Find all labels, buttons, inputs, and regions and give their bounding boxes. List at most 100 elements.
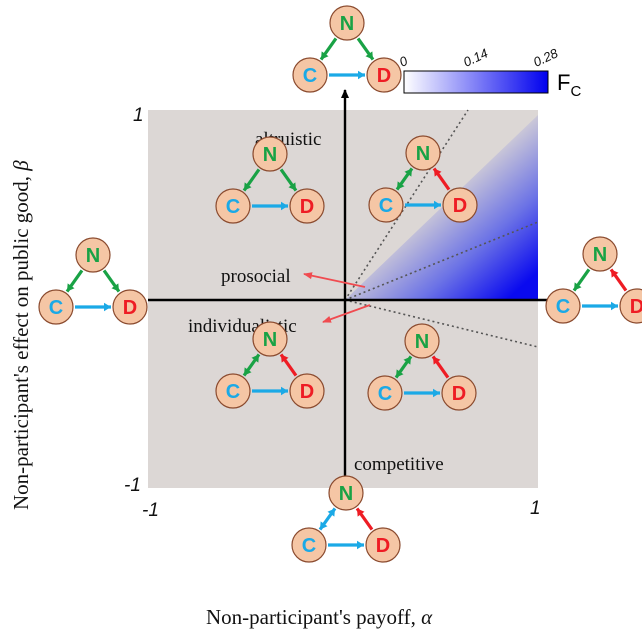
- node-d-circle: [619, 288, 642, 324]
- arrowhead: [404, 168, 412, 177]
- motif-top: N C D: [292, 5, 402, 93]
- node-c-letter: C: [379, 195, 393, 217]
- region-label-competitive: competitive: [354, 454, 444, 475]
- individualistic-pointer: [322, 304, 371, 323]
- arrowhead: [281, 386, 288, 396]
- node-n-letter: N: [593, 244, 607, 266]
- colorbar-tick-2: 0.28: [531, 45, 561, 70]
- node-c-circle: [38, 289, 74, 325]
- arrowhead: [251, 354, 259, 363]
- boundary-line-lower: [344, 299, 539, 348]
- colorbar: [403, 70, 549, 94]
- arrowhead: [281, 201, 288, 211]
- x-max-tick: 1: [530, 498, 541, 519]
- cooperation-region: [345, 115, 538, 300]
- node-c-circle: [367, 375, 403, 411]
- node-d-circle: [441, 375, 477, 411]
- node-d-letter: D: [300, 196, 314, 218]
- arrowhead: [104, 302, 111, 312]
- node-d-circle: [366, 57, 402, 93]
- node-d-letter: D: [377, 65, 391, 87]
- node-c-circle: [215, 373, 251, 409]
- motif-q4: N C D: [367, 323, 477, 411]
- node-d-circle: [289, 188, 325, 224]
- node-n-circle: [404, 323, 440, 359]
- arrowhead: [403, 356, 411, 365]
- node-d-circle: [442, 187, 478, 223]
- arrowhead: [327, 508, 335, 517]
- arrowhead: [321, 51, 329, 60]
- node-c-letter: C: [303, 65, 317, 87]
- motif-right: N C D: [545, 236, 642, 324]
- node-n-letter: N: [415, 331, 429, 353]
- arrowhead: [397, 181, 405, 190]
- node-d-letter: D: [453, 195, 467, 217]
- node-c-letter: C: [226, 196, 240, 218]
- node-c-letter: C: [378, 383, 392, 405]
- arrowhead: [244, 182, 252, 191]
- node-n-letter: N: [339, 483, 353, 505]
- y-max-tick: 1: [133, 105, 144, 126]
- node-n-circle: [328, 475, 364, 511]
- arrowhead: [396, 369, 404, 378]
- node-d-letter: D: [630, 296, 642, 318]
- node-d-circle: [365, 527, 401, 563]
- node-d-letter: D: [452, 383, 466, 405]
- arrowhead: [434, 200, 441, 210]
- x-min-tick: -1: [142, 500, 159, 521]
- arrowhead: [574, 282, 582, 291]
- x-axis-title: Non-participant's payoff, α: [206, 605, 433, 629]
- motif-left: N C D: [38, 237, 148, 325]
- arrowhead: [288, 182, 296, 191]
- arrowhead: [67, 283, 75, 292]
- colorbar-label: FC: [557, 70, 581, 100]
- node-c-circle: [291, 527, 327, 563]
- node-n-letter: N: [416, 143, 430, 165]
- arrowhead: [611, 269, 619, 278]
- region-label-prosocial: prosocial: [221, 266, 291, 287]
- arrowhead: [111, 283, 119, 292]
- motif-layer: N C D N C D N C D N C D N C D N C D N C D N C D: [38, 5, 642, 563]
- arrowhead: [281, 354, 289, 363]
- node-c-circle: [368, 187, 404, 223]
- node-n-circle: [405, 135, 441, 171]
- node-n-circle: [75, 237, 111, 273]
- node-c-letter: C: [226, 381, 240, 403]
- node-c-letter: C: [49, 297, 63, 319]
- node-n-circle: [329, 5, 365, 41]
- node-d-letter: D: [300, 381, 314, 403]
- arrowhead: [433, 356, 441, 365]
- node-n-letter: N: [263, 144, 277, 166]
- motif-bottom: N C D: [291, 475, 401, 563]
- arrowhead: [358, 70, 365, 80]
- node-c-letter: C: [302, 535, 316, 557]
- node-d-circle: [112, 289, 148, 325]
- node-n-letter: N: [340, 13, 354, 35]
- arrowhead: [433, 388, 440, 398]
- node-n-letter: N: [263, 329, 277, 351]
- motif-q1: N C D: [368, 135, 478, 223]
- arrowhead: [244, 367, 252, 376]
- node-n-circle: [252, 136, 288, 172]
- arrowhead: [434, 168, 442, 177]
- arrowhead: [357, 508, 365, 517]
- node-c-letter: C: [556, 296, 570, 318]
- node-c-circle: [292, 57, 328, 93]
- prosocial-pointer: [303, 272, 366, 288]
- motif-q2: N C D: [215, 136, 325, 224]
- node-c-circle: [545, 288, 581, 324]
- node-c-circle: [215, 188, 251, 224]
- node-n-circle: [582, 236, 618, 272]
- arrowhead: [357, 540, 364, 550]
- arrowhead: [611, 301, 618, 311]
- node-n-circle: [252, 321, 288, 357]
- node-d-circle: [289, 373, 325, 409]
- arrowhead: [365, 51, 373, 60]
- motif-q3: N C D: [215, 321, 325, 409]
- node-d-letter: D: [123, 297, 137, 319]
- node-n-letter: N: [86, 245, 100, 267]
- node-d-letter: D: [376, 535, 390, 557]
- y-axis-title: Non-participant's effect on public good,…: [9, 160, 33, 510]
- colorbar-tick-1: 0.14: [461, 45, 490, 69]
